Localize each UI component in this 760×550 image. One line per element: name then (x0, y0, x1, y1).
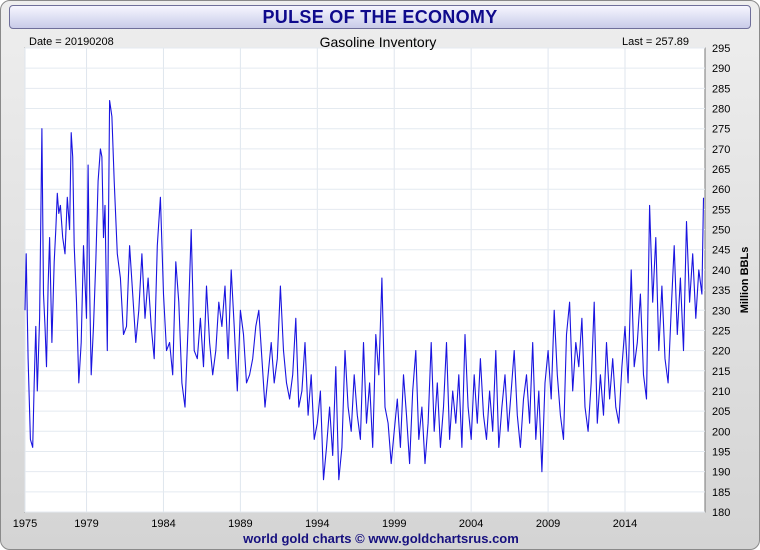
plot-area (24, 47, 706, 513)
x-tick-label: 1979 (74, 518, 98, 530)
banner-title: PULSE OF THE ECONOMY (9, 5, 751, 29)
y-tick-label: 285 (712, 83, 730, 95)
x-tick-label: 1989 (228, 518, 252, 530)
axis-ticks: 1975 1979 1984 1989 1994 1999 2004 2009 2014 180 1… (13, 43, 731, 530)
y-tick-label: 250 (712, 225, 730, 237)
y-tick-label: 280 (712, 104, 730, 116)
chart-title: Gasoline Inventory (320, 34, 437, 50)
x-tick-label: 2009 (536, 518, 560, 530)
x-tick-label: 1984 (151, 518, 175, 530)
y-tick-label: 290 (712, 63, 730, 75)
y-tick-label: 205 (712, 406, 730, 418)
x-tick-label: 1975 (13, 518, 37, 530)
y-tick-label: 265 (712, 164, 730, 176)
date-label: Date = 20190208 (29, 36, 114, 48)
y-tick-label: 235 (712, 285, 730, 297)
x-tick-label: 1994 (305, 518, 329, 530)
y-tick-label: 275 (712, 124, 730, 136)
y-tick-label: 255 (712, 204, 730, 216)
y-tick-label: 230 (712, 305, 730, 317)
x-tick-label: 1999 (382, 518, 406, 530)
footer-credit: world gold charts © www.goldchartsrus.co… (243, 531, 519, 546)
y-tick-label: 210 (712, 386, 730, 398)
y-tick-label: 200 (712, 426, 730, 438)
y-tick-label: 225 (712, 325, 730, 337)
y-tick-label: 260 (712, 184, 730, 196)
x-tick-label: 2004 (459, 518, 483, 530)
y-tick-label: 220 (712, 346, 730, 358)
series-line-gasoline (24, 99, 705, 481)
last-label: Last = 257.89 (622, 36, 689, 48)
y-tick-label: 190 (712, 467, 730, 479)
y-tick-label: 240 (712, 265, 730, 277)
y-tick-label: 270 (712, 144, 730, 156)
y-tick-label: 185 (712, 487, 730, 499)
y-axis-label: Million BBLs (739, 247, 751, 314)
y-tick-label: 295 (712, 43, 730, 55)
y-tick-label: 215 (712, 366, 730, 378)
x-tick-label: 2014 (613, 518, 637, 530)
y-tick-label: 180 (712, 507, 730, 519)
y-tick-label: 195 (712, 446, 730, 458)
y-tick-label: 245 (712, 245, 730, 257)
